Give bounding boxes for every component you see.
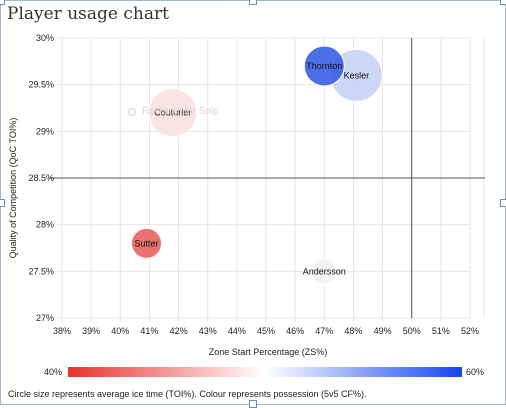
x-tick-labels: 38% 39% 40% 41% 42% 43% 44% 45% 46% 47% 48% 49% 50% 5… xyxy=(53,326,479,336)
color-scale-max-label: 60% xyxy=(466,367,485,377)
player-label: Thornton xyxy=(306,61,342,71)
data-points: Kesler Couturier Thornton Sutter Andersson xyxy=(131,45,383,285)
x-tick-label: 44% xyxy=(228,326,246,336)
grid-lines xyxy=(58,37,485,322)
player-bubble[interactable] xyxy=(303,45,345,87)
x-tick-label: 52% xyxy=(461,326,479,336)
x-tick-label: 51% xyxy=(432,326,450,336)
reference-lines xyxy=(48,38,485,318)
x-tick-label: 45% xyxy=(257,326,275,336)
x-tick-label: 50% xyxy=(403,326,421,336)
x-tick-label: 41% xyxy=(140,326,158,336)
x-tick-label: 46% xyxy=(286,326,304,336)
y-tick-label: 28% xyxy=(36,220,54,230)
color-scale-min-label: 40% xyxy=(44,367,63,377)
snip-label: Rectangular Snip xyxy=(142,106,219,117)
x-tick-label: 48% xyxy=(344,326,362,336)
player-point-couturier[interactable]: Couturier xyxy=(148,88,198,138)
y-tick-labels: 27% 27.5% 28% 28.5% 29% 29.5% 30% xyxy=(28,33,54,323)
y-tick-label: 27% xyxy=(36,313,54,323)
x-tick-label: 47% xyxy=(315,326,333,336)
y-tick-label: 29.5% xyxy=(28,80,54,90)
player-bubble[interactable] xyxy=(310,257,338,285)
player-point-andersson[interactable]: Andersson xyxy=(303,257,346,285)
y-axis-label: Quality of Competition (QoC TOI%) xyxy=(8,118,18,259)
x-tick-label: 43% xyxy=(199,326,217,336)
player-label: Couturier xyxy=(154,108,191,118)
resize-handle-top[interactable] xyxy=(249,0,257,5)
player-point-thornton[interactable]: Thornton xyxy=(303,45,345,87)
y-tick-label: 30% xyxy=(36,33,54,43)
x-axis-label: Zone Start Percentage (ZS%) xyxy=(209,347,328,357)
snip-overlay: Rectangular Snip xyxy=(128,106,219,117)
chart-caption: Circle size represents average ice time … xyxy=(8,389,367,399)
resize-handle-right[interactable] xyxy=(500,199,506,207)
y-tick-label: 29% xyxy=(36,126,54,136)
x-tick-label: 39% xyxy=(82,326,100,336)
snip-icon xyxy=(128,107,136,116)
y-tick-label: 28.5% xyxy=(28,173,54,183)
y-tick-label: 27.5% xyxy=(28,266,54,276)
chart-title: Player usage chart xyxy=(7,4,169,24)
resize-handle-left[interactable] xyxy=(0,199,5,207)
x-tick-label: 49% xyxy=(374,326,392,336)
x-tick-label: 42% xyxy=(170,326,188,336)
resize-handle-top-left[interactable] xyxy=(0,0,5,5)
player-bubble[interactable] xyxy=(131,227,163,259)
player-bubble[interactable] xyxy=(148,88,198,138)
player-point-sutter[interactable]: Sutter xyxy=(131,227,163,259)
resize-handle-top-right[interactable] xyxy=(500,0,506,5)
player-label: Kesler xyxy=(344,70,370,80)
x-tick-label: 40% xyxy=(111,326,129,336)
x-tick-label: 38% xyxy=(53,326,71,336)
player-label: Andersson xyxy=(303,266,346,276)
player-label: Sutter xyxy=(135,238,159,248)
color-scale-bar xyxy=(68,367,462,377)
